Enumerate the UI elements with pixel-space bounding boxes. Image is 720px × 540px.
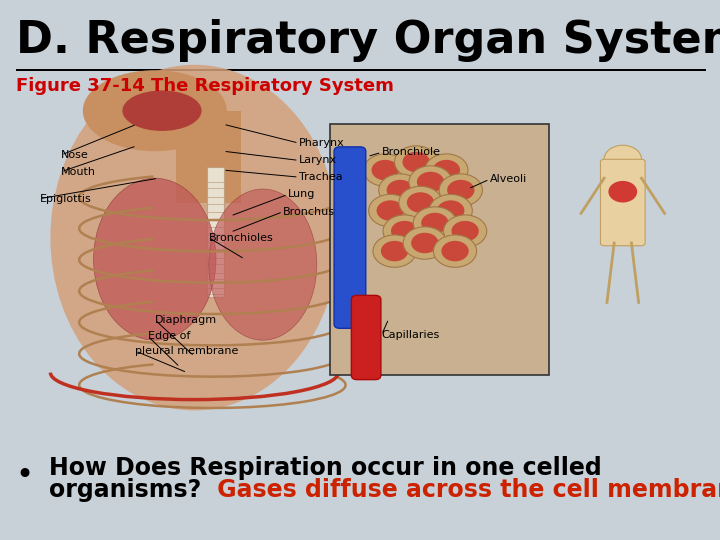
Text: pleural membrane: pleural membrane — [135, 346, 239, 356]
Text: Mouth: Mouth — [61, 167, 96, 177]
Text: Trachea: Trachea — [299, 172, 343, 182]
Circle shape — [403, 227, 446, 259]
Circle shape — [402, 152, 430, 172]
Circle shape — [377, 200, 404, 221]
Circle shape — [372, 160, 399, 180]
FancyBboxPatch shape — [600, 159, 645, 246]
Ellipse shape — [94, 178, 216, 340]
Circle shape — [441, 241, 469, 261]
Circle shape — [369, 194, 412, 227]
Ellipse shape — [50, 65, 338, 410]
Text: Edge of: Edge of — [148, 331, 190, 341]
Circle shape — [444, 215, 487, 247]
Circle shape — [608, 181, 637, 202]
FancyBboxPatch shape — [334, 147, 366, 328]
FancyBboxPatch shape — [330, 124, 549, 375]
Circle shape — [421, 213, 449, 233]
Text: How Does Respiration occur in one celled: How Does Respiration occur in one celled — [49, 456, 602, 480]
Circle shape — [417, 172, 444, 192]
Text: Gases diffuse across the cell membrane: Gases diffuse across the cell membrane — [209, 478, 720, 502]
Circle shape — [379, 174, 422, 206]
Ellipse shape — [122, 90, 202, 131]
FancyBboxPatch shape — [16, 69, 706, 71]
Circle shape — [407, 192, 434, 213]
Circle shape — [391, 221, 418, 241]
Circle shape — [429, 194, 472, 227]
Circle shape — [387, 180, 414, 200]
Text: Bronchus: Bronchus — [283, 207, 335, 217]
Ellipse shape — [83, 70, 227, 151]
Text: organisms?: organisms? — [49, 478, 201, 502]
Circle shape — [433, 160, 460, 180]
Text: Epiglottis: Epiglottis — [40, 194, 91, 204]
Circle shape — [433, 235, 477, 267]
Text: Larynx: Larynx — [299, 156, 337, 165]
Text: Pharynx: Pharynx — [299, 138, 345, 148]
Circle shape — [413, 207, 456, 239]
FancyBboxPatch shape — [176, 111, 241, 202]
Circle shape — [381, 241, 408, 261]
Circle shape — [439, 174, 482, 206]
Circle shape — [373, 235, 416, 267]
Circle shape — [447, 180, 474, 200]
Circle shape — [437, 200, 464, 221]
Text: •: • — [16, 461, 34, 490]
Text: Bronchioles: Bronchioles — [209, 233, 274, 242]
Circle shape — [395, 146, 438, 178]
Circle shape — [409, 166, 452, 198]
Text: Bronchiole: Bronchiole — [382, 147, 441, 157]
Circle shape — [604, 145, 642, 173]
Ellipse shape — [209, 189, 317, 340]
Text: Capillaries: Capillaries — [382, 330, 440, 340]
Text: D. Respiratory Organ Systems:: D. Respiratory Organ Systems: — [16, 19, 720, 62]
Circle shape — [383, 215, 426, 247]
Text: Alveoli: Alveoli — [490, 174, 527, 184]
FancyBboxPatch shape — [207, 167, 224, 297]
Circle shape — [364, 154, 407, 186]
Text: Nose: Nose — [61, 150, 89, 160]
Text: Lung: Lung — [288, 190, 315, 199]
Text: Diaphragm: Diaphragm — [155, 315, 217, 325]
FancyBboxPatch shape — [351, 295, 381, 380]
Circle shape — [399, 186, 442, 219]
Circle shape — [425, 154, 468, 186]
Circle shape — [451, 221, 479, 241]
Text: Figure 37-14 The Respiratory System: Figure 37-14 The Respiratory System — [16, 77, 394, 94]
Circle shape — [411, 233, 438, 253]
